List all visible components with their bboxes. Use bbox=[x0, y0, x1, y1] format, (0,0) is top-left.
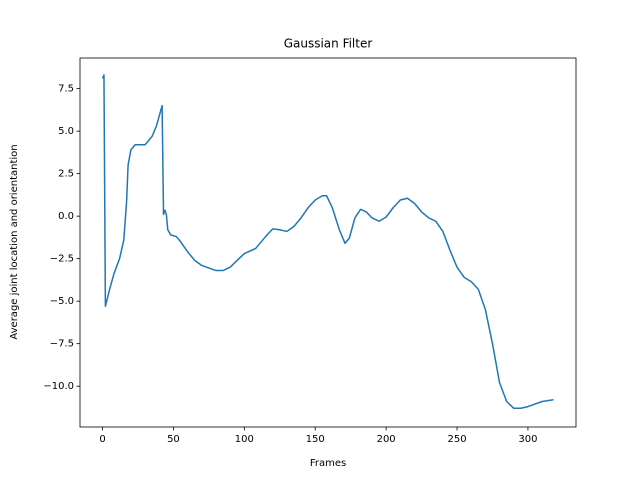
x-tick-label: 300 bbox=[518, 434, 537, 445]
y-tick-label: −10.0 bbox=[43, 381, 74, 392]
y-tick-label: −2.5 bbox=[50, 254, 74, 265]
x-tick-label: 0 bbox=[99, 434, 105, 445]
chart-title: Gaussian Filter bbox=[284, 37, 373, 51]
axes-frame bbox=[79, 57, 577, 428]
y-tick-label: 5.0 bbox=[58, 126, 74, 137]
x-axis-label: Frames bbox=[310, 458, 346, 469]
y-tick-label: −5.0 bbox=[50, 296, 74, 307]
x-tick-label: 50 bbox=[167, 434, 180, 445]
y-tick-label: −7.5 bbox=[50, 339, 74, 350]
x-tick-label: 200 bbox=[377, 434, 396, 445]
x-tick-label: 100 bbox=[235, 434, 254, 445]
data-line bbox=[101, 74, 554, 410]
x-tick-label: 250 bbox=[447, 434, 466, 445]
y-tick-label: 0.0 bbox=[58, 211, 74, 222]
x-tick-label: 150 bbox=[306, 434, 325, 445]
y-axis-label: Average joint location and orientantion bbox=[9, 144, 20, 339]
y-tick-label: 7.5 bbox=[58, 84, 74, 95]
y-tick-label: 2.5 bbox=[58, 169, 74, 180]
